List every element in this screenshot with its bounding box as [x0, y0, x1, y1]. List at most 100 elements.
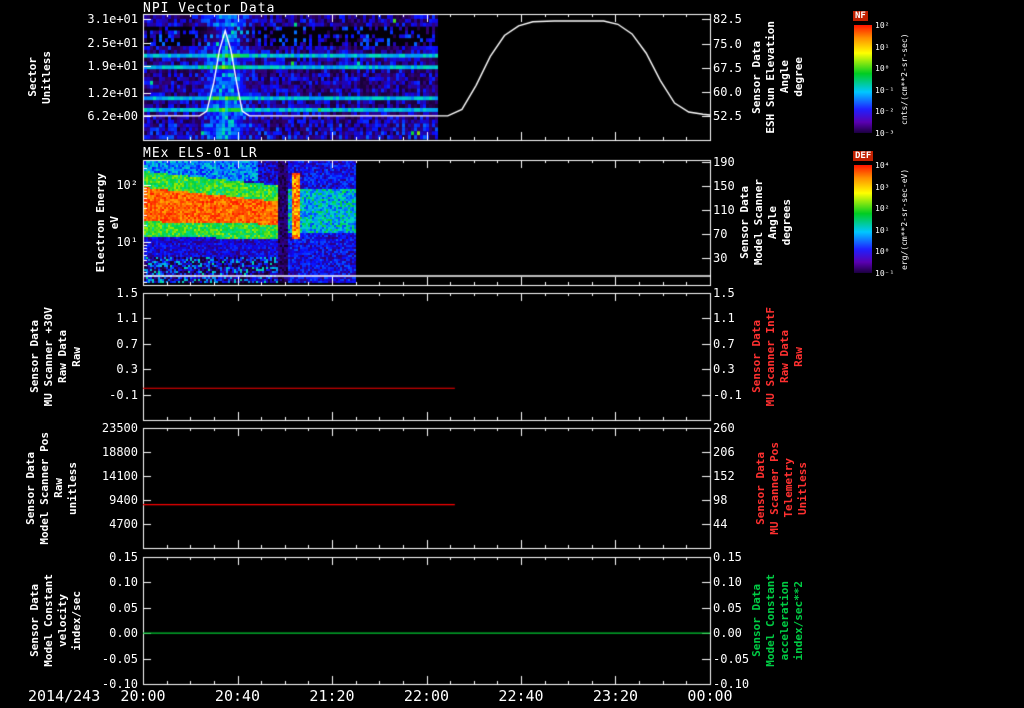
- axis-label-line: Raw Data: [778, 330, 791, 383]
- y-tick-label: 1.9e+01: [87, 59, 138, 74]
- axis-label-line: Raw: [792, 346, 805, 367]
- right-y-tick-label: -0.05: [713, 651, 750, 666]
- axis-label-line: Unitless: [40, 50, 53, 104]
- panel-npi-title: NPI Vector Data: [143, 1, 276, 16]
- right-y-tick-label: 75.0: [713, 36, 742, 51]
- y-tick-label: 2.5e+01: [87, 35, 138, 50]
- right-y-tick-label: -0.1: [713, 387, 742, 402]
- colorbar-tick-label: 10⁻³: [875, 129, 895, 138]
- y-tick-label: 18800: [101, 445, 138, 459]
- right-y-tick-label: 0.7: [713, 336, 735, 351]
- right-y-tick-label: -0.10: [713, 677, 750, 691]
- colorbar-tick-label: 10⁻¹: [875, 269, 895, 278]
- x-tick-label: 22:40: [498, 687, 544, 705]
- right-y-tick-label: 190: [713, 155, 735, 170]
- axis-label-line: Sensor Data: [750, 584, 763, 657]
- colorbar-nf: NF 10² 10¹ 10⁰ 10⁻¹ 10⁻² 10⁻³ cnts/(cm**2-sr-…: [852, 11, 932, 146]
- y-tick-label: 0.05: [109, 600, 138, 615]
- colorbar-tick-label: 10⁻¹: [875, 85, 895, 95]
- axis-label-line: index/sec**2: [792, 580, 805, 661]
- axis-label-line: acceleration: [778, 580, 791, 661]
- colorbar-tick-label: 10²: [875, 21, 890, 30]
- axis-label-line: Sensor Data: [28, 584, 41, 657]
- right-y-tick-label: 60.0: [713, 84, 742, 99]
- y-tick-label: 0.00: [109, 626, 138, 641]
- y-tick-label: 1.5: [116, 286, 138, 300]
- colorbar-tick-label: 10¹: [875, 42, 890, 52]
- right-y-tick-label: 98: [713, 493, 728, 507]
- axis-label-line: Unitless: [796, 461, 809, 515]
- x-tick-label: 23:20: [592, 687, 639, 705]
- x-tick-label: 00:00: [687, 687, 733, 705]
- axis-label-line: degree: [792, 57, 805, 97]
- axis-label-line: Sensor Data: [28, 320, 41, 393]
- colorbar-def-name: DEF: [853, 151, 874, 161]
- y-tick-label: 9400: [109, 493, 138, 507]
- colorbar-tick-label: 10⁰: [875, 64, 890, 74]
- right-y-tick-label: 0.05: [713, 600, 742, 615]
- colorbar-tick-label: 10²: [875, 204, 890, 214]
- y-tick-label: 23500: [101, 421, 138, 435]
- axis-label-line: index/sec: [70, 590, 83, 651]
- axis-label-line: degrees: [780, 199, 793, 246]
- y-tick-label: 3.1e+01: [87, 12, 138, 27]
- y-tick-label: 0.10: [109, 575, 138, 590]
- axis-label-line: Sensor Data: [24, 451, 37, 525]
- y-tick-label: 0.7: [116, 336, 138, 351]
- x-tick-label: 21:20: [309, 687, 355, 705]
- colorbar-def: DEF 10⁴ 10³ 10² 10¹ 10⁰ 10⁻¹ erg/(cm**2-sr-se…: [852, 151, 932, 286]
- right-y-tick-label: 0.00: [713, 626, 742, 641]
- colorbar-tick-label: 10⁻²: [875, 107, 895, 117]
- axis-label-line: Angle: [778, 60, 791, 94]
- right-y-tick-label: 0.15: [713, 550, 742, 564]
- panel-els-title: MEx ELS-01 LR: [143, 146, 258, 161]
- x-tick-label: 20:40: [214, 687, 261, 705]
- y-tick-label: 4700: [109, 517, 138, 531]
- y-tick-label: 0.3: [116, 362, 138, 377]
- right-y-tick-label: 70: [713, 227, 728, 242]
- left-axis-label-group-0: Sector Unitless: [26, 14, 53, 140]
- colorbar-def-gradient: [854, 165, 872, 273]
- y-tick-label: -0.05: [101, 651, 138, 666]
- colorbar-nf-name: NF: [853, 11, 868, 21]
- y-tick-label: 10²: [116, 178, 138, 193]
- right-y-tick-label: 150: [713, 179, 735, 194]
- colorbar-nf-units: cnts/(cm**2-sr-sec): [900, 33, 909, 125]
- axis-label-line: Model Scanner Pos: [38, 431, 51, 545]
- right-y-tick-label: 1.5: [713, 286, 735, 300]
- colorbar-nf-gradient: [854, 25, 872, 133]
- axis-label-line: Sensor Data: [750, 320, 763, 393]
- axis-label-line: Sensor Data: [754, 451, 767, 525]
- y-tick-label: 14100: [101, 469, 138, 483]
- colorbar-tick-label: 10³: [875, 182, 890, 192]
- axis-label-line: eV: [108, 215, 121, 230]
- y-tick-label: 0.15: [109, 550, 138, 564]
- colorbar-tick-label: 10⁴: [875, 161, 890, 170]
- axis-label-line: MU Scanner +30V: [42, 306, 55, 407]
- right-y-tick-label: 52.5: [713, 108, 742, 123]
- right-y-tick-label: 1.1: [713, 311, 735, 326]
- right-y-tick-label: 0.3: [713, 362, 735, 377]
- y-tick-label: 6.2e+00: [87, 108, 138, 123]
- right-y-tick-label: 67.5: [713, 60, 742, 75]
- right-y-tick-label: 152: [713, 469, 735, 483]
- right-y-tick-label: 110: [713, 203, 735, 218]
- colorbar-def-units: erg/(cm**2-sr-sec-eV): [900, 168, 909, 270]
- axis-label-line: Sensor Data: [750, 40, 763, 114]
- right-y-tick-label: 260: [713, 421, 735, 435]
- right-y-tick-label: 82.5: [713, 12, 742, 27]
- colorbar-tick-label: 10¹: [875, 225, 890, 235]
- right-y-tick-label: 44: [713, 517, 728, 531]
- axis-label-line: Telemetry: [782, 458, 795, 518]
- y-tick-label: 10¹: [116, 235, 138, 250]
- y-tick-label: -0.10: [101, 677, 138, 691]
- x-tick-label: 20:00: [120, 687, 166, 705]
- y-tick-label: 1.1: [116, 311, 138, 326]
- colorbar-tick-label: 10⁰: [875, 247, 890, 257]
- y-tick-label: 1.2e+01: [87, 86, 138, 101]
- axis-label-line: Model Constant: [42, 574, 55, 667]
- right-y-tick-label: 30: [713, 251, 728, 266]
- axis-label-line: Sector: [26, 57, 39, 97]
